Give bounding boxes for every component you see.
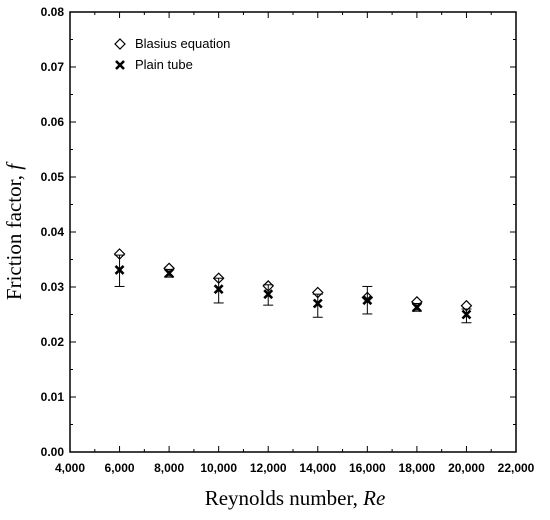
plain-tube-point [114, 265, 125, 275]
y-tick-label: 0.01 [41, 390, 65, 404]
legend-label: Plain tube [135, 57, 193, 72]
y-tick-label: 0.08 [41, 5, 65, 19]
plain-tube-point [362, 295, 373, 306]
y-tick-label: 0.00 [41, 445, 65, 459]
y-tick-label: 0.07 [41, 60, 65, 74]
legend-marker-blasius [114, 38, 126, 50]
y-axis-title: Friction factor, f [2, 161, 26, 300]
y-tick-label: 0.02 [41, 335, 65, 349]
legend-marker-plain-tube [115, 60, 125, 70]
x-tick-label: 6,000 [105, 461, 135, 475]
y-tick-label: 0.06 [41, 115, 65, 129]
plain-tube-point [461, 309, 472, 320]
x-tick-label: 4,000 [55, 461, 85, 475]
y-axis-title-text: Friction factor, [2, 170, 26, 300]
x-axis-title-text: Reynolds number, [205, 486, 363, 510]
x-axis-title-symbol: Re [362, 486, 385, 510]
data-marks [113, 248, 473, 324]
x-tick-label: 20,000 [448, 461, 485, 475]
x-tick-label: 10,000 [200, 461, 237, 475]
plain-tube-point [164, 268, 175, 279]
x-tick-label: 14,000 [299, 461, 336, 475]
y-axis-title-symbol: f [2, 161, 26, 170]
x-axis-title: Reynolds number, Re [205, 486, 386, 510]
x-tick-label: 22,000 [498, 461, 535, 475]
plot-frame [69, 11, 517, 453]
y-tick-label: 0.04 [41, 225, 65, 239]
legend: Blasius equation Plain tube [114, 36, 230, 72]
plain-tube-point [263, 289, 274, 300]
tick-labels: 4,000 6,000 8,000 10,000 12,000 14,000 16,000 1… [41, 5, 535, 475]
y-tick-label: 0.05 [41, 170, 65, 184]
y-tick-label: 0.03 [41, 280, 65, 294]
x-tick-label: 8,000 [154, 461, 184, 475]
x-tick-label: 16,000 [349, 461, 386, 475]
plain-tube-point [411, 302, 422, 313]
axis-ticks [69, 11, 517, 453]
plain-tube-point [312, 298, 323, 309]
x-tick-label: 18,000 [399, 461, 436, 475]
legend-label: Blasius equation [135, 36, 230, 51]
x-tick-label: 12,000 [250, 461, 287, 475]
plain-tube-point [213, 284, 224, 295]
